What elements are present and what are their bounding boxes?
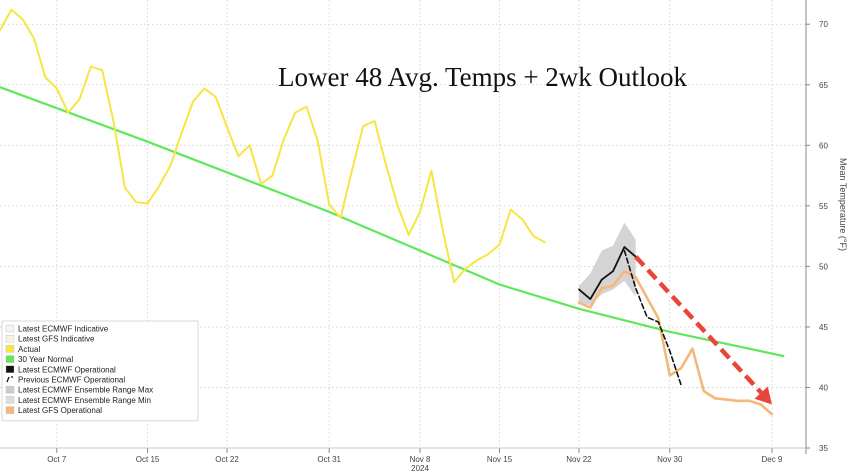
trend-arrow-shaft: [634, 255, 763, 395]
legend-label: Latest ECMWF Operational: [18, 365, 116, 374]
series-line-prev-ecmwf: [623, 249, 682, 386]
legend-label: Latest ECMWF Ensemble Range Max: [18, 386, 153, 395]
ensemble-range-band: [579, 222, 636, 306]
series-line-ecmwf-operational: [578, 246, 637, 301]
chart-title: Lower 48 Avg. Temps + 2wk Outlook: [278, 62, 688, 92]
legend-label: Latest GFS Operational: [18, 406, 102, 415]
legend-label: Latest ECMWF Ensemble Range Min: [18, 396, 151, 405]
legend-swatch: [5, 345, 15, 353]
series-layer: [0, 8, 785, 416]
y-axis-label: Mean Temperature (°F): [838, 158, 848, 251]
legend-label: 30 Year Normal: [18, 355, 73, 364]
y-tick-label: 45: [819, 323, 828, 332]
y-tick-label: 35: [819, 444, 828, 453]
trend-arrow-head: [754, 386, 772, 405]
arrow-annotation-layer: [634, 255, 772, 405]
legend-label: Latest GFS Indicative: [18, 335, 95, 344]
legend-swatch: [5, 386, 15, 394]
x-tick-label: Nov 22: [566, 455, 592, 464]
x-tick-label: Oct 15: [136, 455, 160, 464]
y-tick-label: 55: [819, 202, 828, 211]
legend-swatch: [5, 406, 15, 414]
x-tick-label: Oct 22: [215, 455, 239, 464]
y-tick-labels: 35 40 45 50 55 60 65 70: [806, 20, 828, 453]
legend-swatch: [5, 365, 15, 373]
legend-swatch: [5, 396, 15, 404]
x-tick-label: Oct 31: [317, 455, 341, 464]
legend-swatch: [5, 324, 15, 333]
series-line-actual: [0, 8, 546, 284]
legend-swatch: [5, 355, 15, 363]
legend-box: [1, 320, 199, 422]
x-tick-labels: Oct 7 Oct 15 Oct 22 Oct 31 Nov 8 Nov 15 Nov 22…: [0, 447, 806, 464]
x-tick-label: Nov 30: [657, 455, 683, 464]
legend-label: Previous ECMWF Operational: [18, 376, 125, 385]
y-tick-label: 50: [819, 262, 828, 271]
x-tick-label: Oct 7: [47, 455, 67, 464]
legend-swatch: [6, 376, 13, 383]
y-tick-label: 65: [819, 81, 828, 90]
y-tick-label: 70: [819, 20, 828, 29]
ensemble-range-layer: [579, 222, 636, 306]
legend-label: Actual: [18, 345, 40, 354]
series-line-normal: [0, 86, 785, 358]
x-tick-label: Dec 9: [761, 455, 782, 464]
y-tick-label: 40: [819, 383, 828, 392]
legend-label: Latest ECMWF Indicative: [18, 325, 109, 334]
series-line-gfs-operational: [577, 269, 774, 416]
legend-swatch: [5, 335, 15, 343]
year-label: 2024: [411, 464, 429, 473]
x-tick-label: Nov 15: [487, 455, 513, 464]
x-tick-label: Nov 8: [410, 455, 431, 464]
y-tick-label: 60: [819, 141, 828, 150]
